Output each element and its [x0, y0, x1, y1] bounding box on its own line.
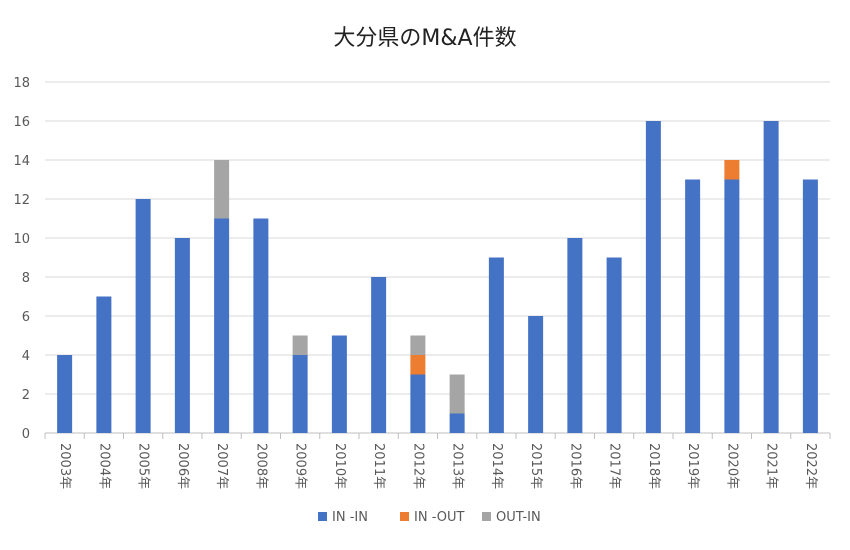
- legend-label: OUT-IN: [496, 510, 541, 525]
- y-tick-label: 4: [22, 349, 30, 364]
- bar-segment: [606, 257, 622, 433]
- x-tick-label: 2014年: [489, 443, 504, 489]
- bar-segment: [410, 374, 426, 433]
- bar-segment: [214, 160, 230, 219]
- bar-segment: [685, 179, 701, 433]
- legend-swatch: [482, 512, 491, 521]
- bar-segment: [371, 277, 387, 433]
- x-tick-label: 2004年: [96, 443, 111, 489]
- x-tick-label: 2012年: [410, 443, 425, 489]
- x-tick-label: 2003年: [57, 443, 72, 489]
- bar-segment: [253, 218, 269, 433]
- chart-title: 大分県のM&A件数: [333, 26, 517, 51]
- bar-segment: [724, 160, 740, 180]
- y-tick-label: 0: [22, 427, 30, 442]
- y-tick-label: 14: [13, 154, 30, 169]
- legend-swatch: [400, 512, 409, 521]
- bar-segment: [528, 316, 544, 433]
- x-tick-label: 2015年: [528, 443, 543, 489]
- x-tick-label: 2005年: [136, 443, 151, 489]
- x-tick-label: 2022年: [803, 443, 818, 489]
- y-tick-label: 2: [22, 388, 30, 403]
- legend-label: IN -IN: [332, 510, 368, 525]
- x-tick-label: 2017年: [607, 443, 622, 489]
- bar-segment: [724, 179, 740, 433]
- x-tick-label: 2018年: [646, 443, 661, 489]
- bar-segment: [410, 335, 426, 355]
- bar-segment: [567, 238, 583, 433]
- bar-segment: [96, 296, 112, 433]
- bar-segment: [174, 238, 190, 433]
- y-tick-label: 10: [13, 232, 30, 247]
- bar-segment: [292, 355, 308, 433]
- bar-segment: [410, 355, 426, 375]
- bar-segment: [449, 413, 465, 433]
- x-tick-label: 2021年: [764, 443, 779, 489]
- legend-swatch: [318, 512, 327, 521]
- bar-segment: [292, 335, 308, 355]
- bar-segment: [214, 218, 230, 433]
- y-tick-label: 8: [22, 271, 30, 286]
- x-tick-label: 2008年: [253, 443, 268, 489]
- bar-segment: [763, 121, 779, 433]
- x-tick-label: 2013年: [450, 443, 465, 489]
- x-tick-label: 2019年: [685, 443, 700, 489]
- bar-segment: [331, 335, 347, 433]
- bar-segment: [57, 355, 73, 433]
- bar-segment: [449, 374, 465, 414]
- bar-segment: [488, 257, 504, 433]
- legend-label: IN -OUT: [414, 510, 464, 525]
- x-tick-label: 2010年: [332, 443, 347, 489]
- x-tick-label: 2007年: [214, 443, 229, 489]
- x-tick-label: 2011年: [371, 443, 386, 489]
- x-tick-label: 2006年: [175, 443, 190, 489]
- y-tick-label: 6: [22, 310, 30, 325]
- y-tick-label: 18: [13, 76, 30, 91]
- bar-segment: [645, 121, 661, 433]
- bar-segment: [135, 199, 151, 433]
- y-tick-label: 12: [13, 193, 30, 208]
- x-tick-label: 2020年: [724, 443, 739, 489]
- x-tick-label: 2016年: [567, 443, 582, 489]
- y-tick-label: 16: [13, 115, 30, 130]
- x-tick-label: 2009年: [293, 443, 308, 489]
- bar-segment: [802, 179, 818, 433]
